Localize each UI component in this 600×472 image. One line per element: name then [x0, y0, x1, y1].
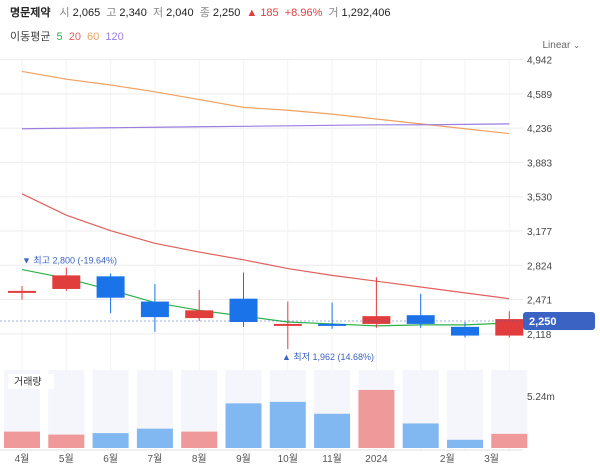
volume-bar: [447, 439, 483, 448]
up-arrow-icon: ▲: [246, 7, 258, 19]
volume-bar: [491, 433, 528, 448]
open-value: 2,065: [72, 7, 101, 19]
volume-max-label: 5.24m: [527, 392, 555, 403]
candle-body: [495, 319, 524, 336]
x-tick-label: 2월: [440, 453, 455, 465]
high-value: 2,340: [119, 7, 147, 19]
volume-bar: [136, 428, 173, 448]
volume-bar: [314, 413, 351, 448]
y-tick-label: 3,177: [527, 227, 552, 238]
y-tick-label: 2,824: [527, 261, 552, 272]
candle-body: [140, 301, 169, 318]
chevron-down-icon: ⌄: [573, 41, 580, 50]
volume-bar: [48, 434, 85, 448]
candle-body: [185, 310, 214, 319]
volume-bar: [4, 431, 40, 448]
change-value: 185: [260, 7, 279, 19]
candle-body: [406, 315, 435, 324]
candle-body: [318, 323, 347, 326]
x-tick-label: 8월: [192, 453, 207, 465]
ma-20-line: [21, 193, 510, 300]
close-value: 2,250: [212, 7, 241, 19]
y-tick-label: 3,530: [527, 193, 552, 204]
stock-summary: 명문제약 시 2,065 고 2,340 저 2,040 종 2,250 ▲ 185 +8…: [10, 4, 393, 19]
ma-120-label: 120: [105, 31, 124, 43]
scale-toggle[interactable]: Linear ⌄: [542, 40, 580, 51]
ma-20-label: 20: [68, 31, 81, 43]
stock-name: 명문제약: [10, 7, 51, 19]
scale-label: Linear: [542, 40, 571, 51]
candle-body: [52, 275, 81, 289]
current-price-text: 2,250: [529, 316, 557, 328]
y-tick-label: 2,118: [527, 330, 552, 341]
volume-bar: [358, 389, 395, 448]
candle-body: [229, 298, 258, 322]
y-tick-label: 4,589: [527, 90, 552, 101]
candle-body: [96, 276, 125, 298]
close-label: 종: [199, 7, 210, 19]
volume-bar: [225, 403, 262, 448]
y-tick-label: 2,471: [527, 296, 552, 307]
x-tick-label: 10월: [278, 453, 298, 465]
low-label: 저: [152, 7, 164, 19]
ma-60-label: 60: [87, 31, 100, 43]
x-tick-label: 2024: [365, 454, 388, 465]
low-marker-label: ▲ 최저 1,962 (14.68%): [282, 352, 374, 362]
change-percent: +8.96%: [284, 7, 323, 19]
volume-slot-background: [447, 370, 483, 448]
moving-average-title: 이동평균: [10, 31, 51, 43]
volume-bar: [402, 423, 439, 448]
volume-bar: [181, 431, 218, 448]
y-tick-label: 4,236: [527, 124, 552, 135]
x-tick-label: 6월: [103, 453, 118, 465]
x-tick-label: 3월: [484, 453, 499, 465]
ma-5-label: 5: [56, 31, 63, 43]
volume-label-background: [8, 374, 54, 389]
volume-panel-title: 거래량: [14, 376, 42, 388]
volume-label: 거: [328, 7, 339, 19]
high-label: 고: [106, 7, 117, 19]
y-tick-label: 3,883: [527, 158, 552, 169]
x-tick-label: 9월: [236, 453, 251, 465]
volume-value: 1,292,406: [341, 7, 391, 19]
candle-body: [451, 326, 479, 336]
candle-body: [273, 323, 302, 326]
candle-body: [362, 316, 391, 324]
x-tick-label: 5월: [59, 453, 74, 465]
open-label: 시: [59, 7, 70, 19]
ma-120-line: [21, 123, 510, 130]
y-tick-label: 4,942: [527, 56, 552, 67]
current-price-tag: [523, 312, 595, 331]
low-value: 2,040: [166, 7, 194, 19]
moving-average-legend: 이동평균 5 20 60 120: [10, 28, 127, 44]
x-tick-label: 7월: [148, 453, 163, 465]
volume-bar: [92, 433, 129, 448]
ma-5-line: [21, 268, 510, 327]
x-tick-label: 4월: [15, 453, 30, 465]
candle-body: [8, 290, 36, 293]
x-tick-label: 11월: [322, 453, 342, 465]
volume-bar: [269, 401, 306, 448]
high-marker-label: ▼ 최고 2,800 (-19.64%): [22, 256, 117, 266]
